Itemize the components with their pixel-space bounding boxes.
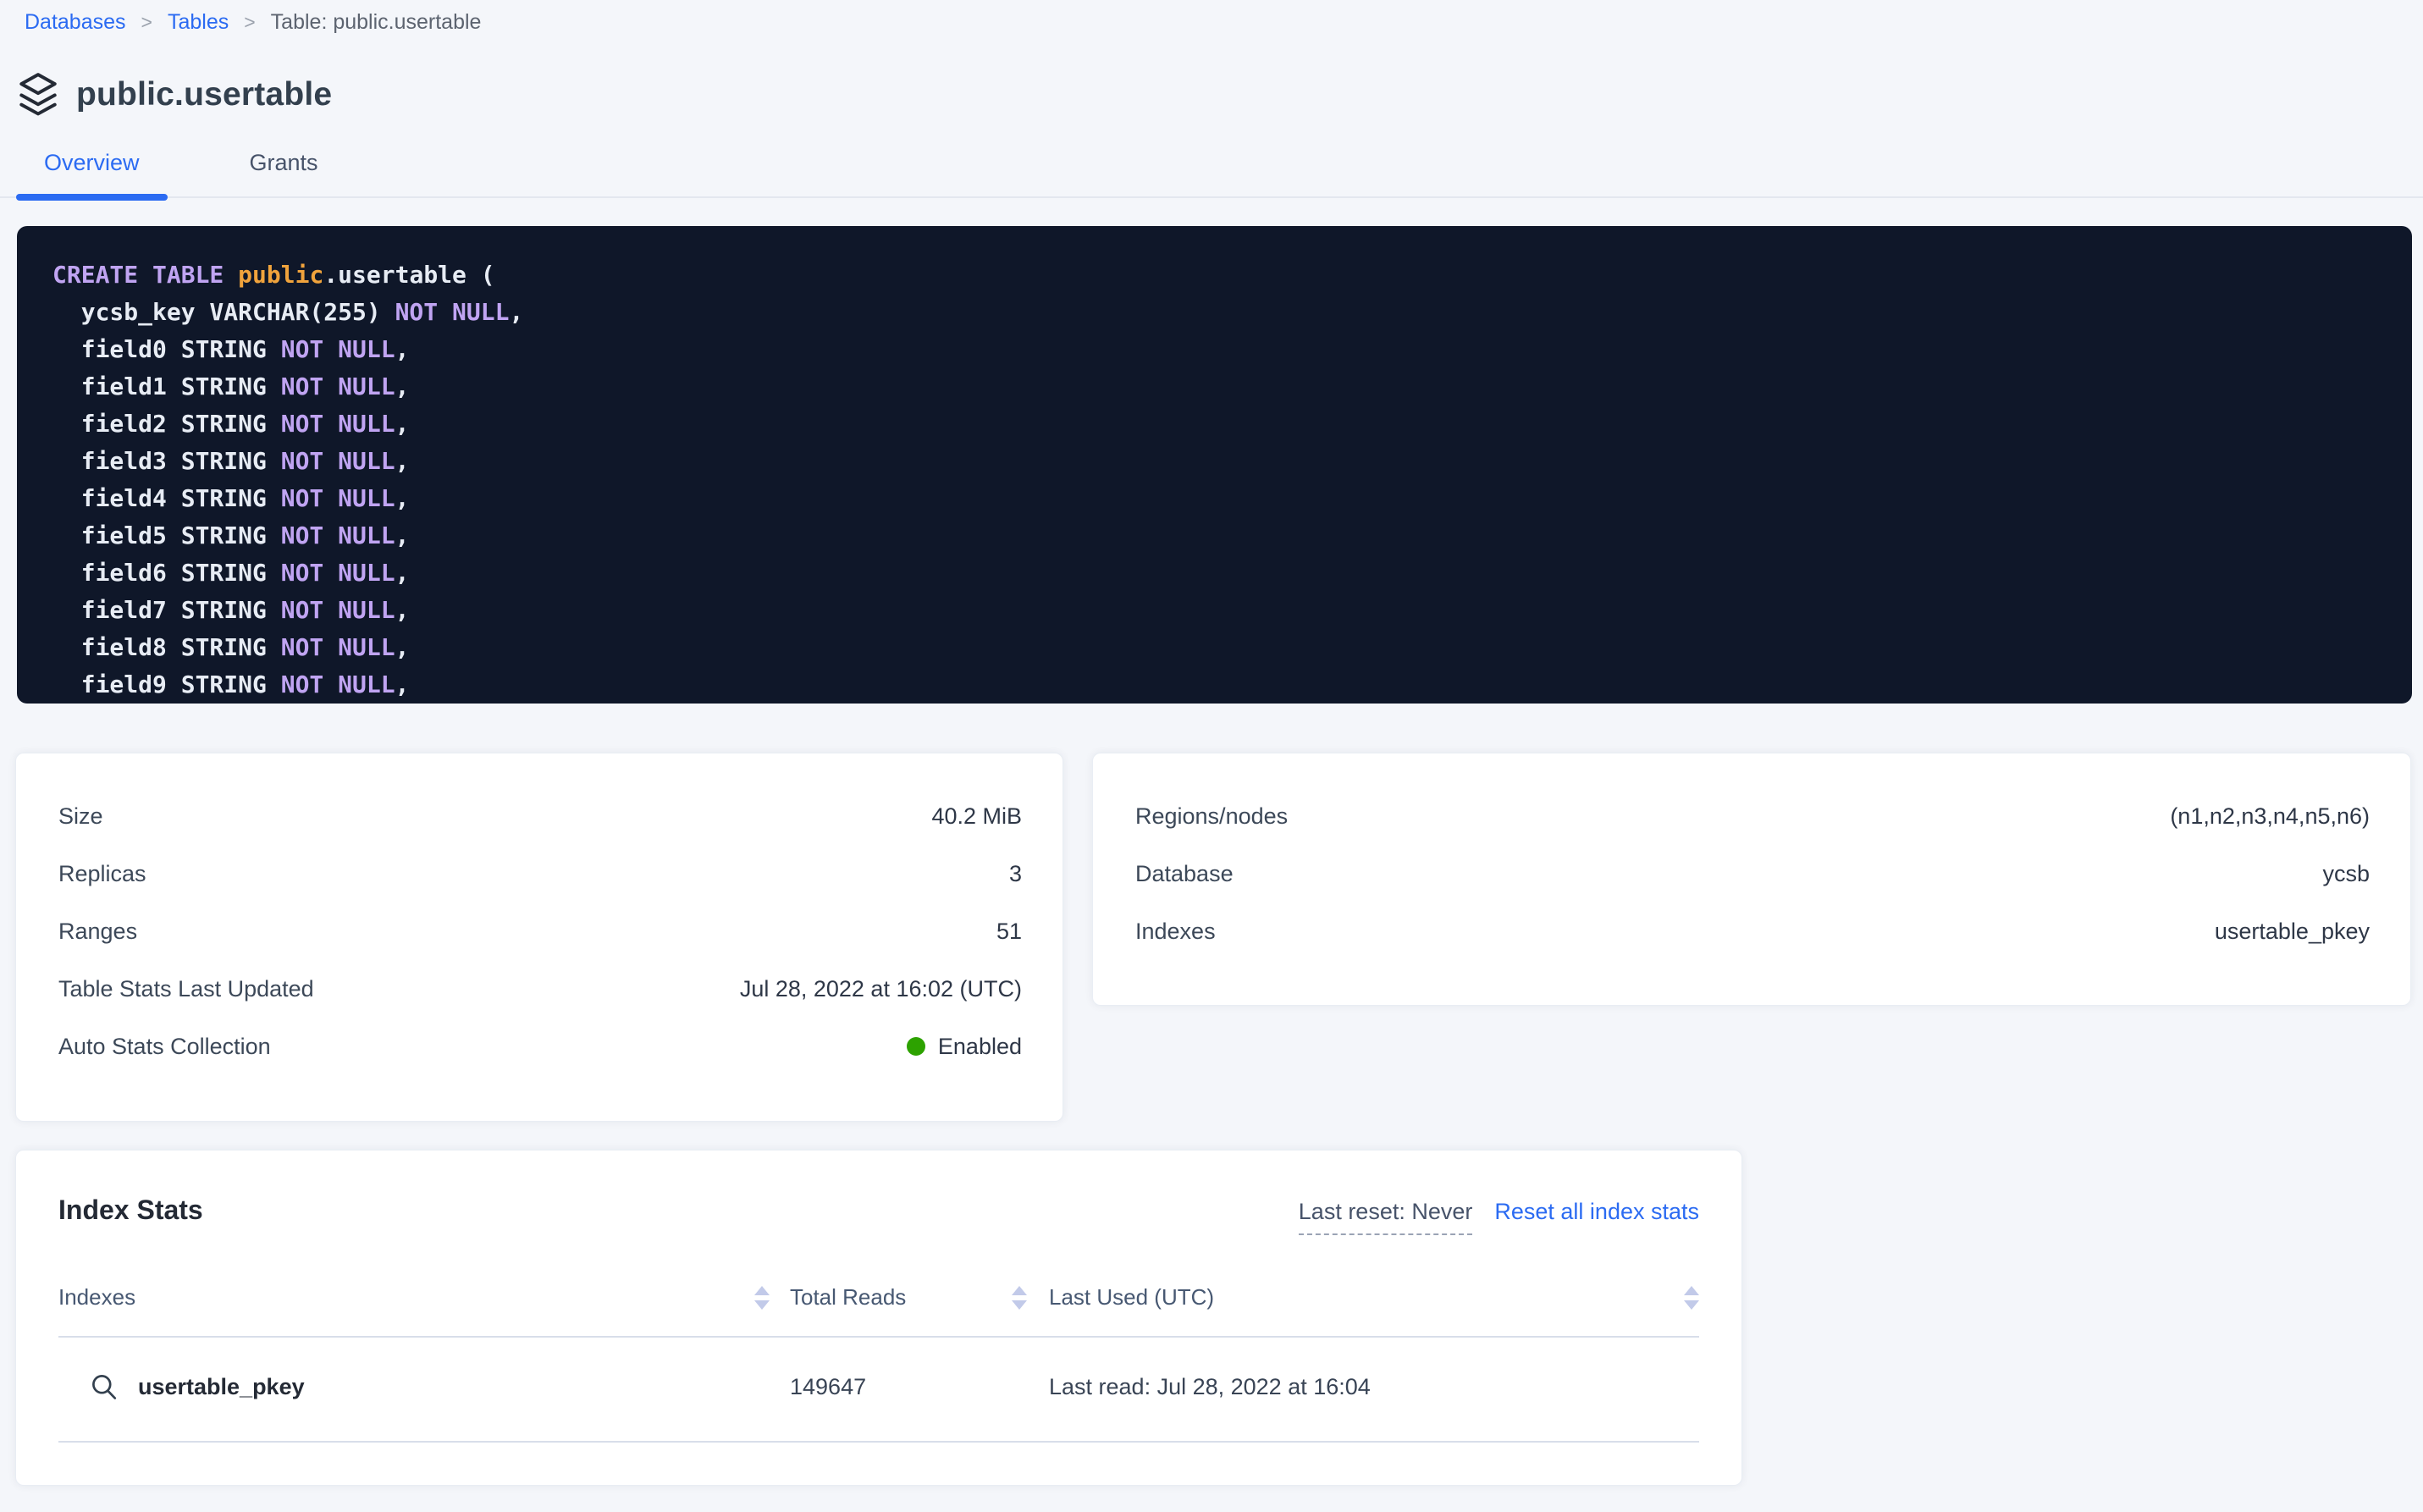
column-label: Total Reads [790,1284,907,1310]
stat-row-database: Database ycsb [1135,845,2370,902]
column-header-indexes[interactable]: Indexes [58,1284,770,1311]
table-summary-card: Size 40.2 MiB Replicas 3 Ranges 51 Table… [15,753,1063,1122]
reset-all-index-stats-link[interactable]: Reset all index stats [1494,1199,1699,1224]
stat-label: Indexes [1135,918,1216,944]
index-link[interactable]: usertable_pkey [58,1371,305,1402]
stat-value: ycsb [2322,860,2370,886]
sort-icon[interactable] [754,1285,770,1310]
tab-grants[interactable]: Grants [249,150,318,175]
column-label: Indexes [58,1284,136,1310]
last-reset-tooltip-trigger[interactable]: Last reset: Never [1298,1199,1473,1235]
index-name-cell: usertable_pkey [58,1371,770,1402]
breadcrumb: Databases Tables Table: public.usertable [0,0,2423,35]
stack-icon [19,73,57,116]
stat-value: Enabled [906,1033,1022,1060]
stat-row-replicas: Replicas 3 [58,845,1022,902]
sort-icon[interactable] [1684,1285,1699,1310]
create-table-sql-box[interactable]: CREATE TABLE public.usertable ( ycsb_key… [17,226,2412,704]
column-label: Last Used (UTC) [1049,1284,1215,1310]
sql-code: CREATE TABLE public.usertable ( ycsb_key… [52,261,524,698]
stat-row-stats-updated: Table Stats Last Updated Jul 28, 2022 at… [58,960,1022,1018]
column-header-total-reads[interactable]: Total Reads [790,1284,1027,1311]
column-header-last-used[interactable]: Last Used (UTC) [1049,1284,1699,1311]
index-stats-title: Index Stats [58,1195,203,1225]
index-stats-card: Index Stats Last reset: Never Reset all … [15,1150,1742,1486]
index-table-row: usertable_pkey 149647 Last read: Jul 28,… [58,1338,1699,1443]
status-text: Enabled [937,1033,1022,1059]
stat-value: 40.2 MiB [931,803,1022,829]
stat-value: usertable_pkey [2214,918,2370,944]
total-reads-value: 149647 [790,1373,867,1399]
page-header: public.usertable [17,72,2423,118]
stat-row-size: Size 40.2 MiB [58,787,1022,845]
chevron-right-icon [244,11,255,34]
last-used-cell: Last read: Jul 28, 2022 at 16:04 [1049,1374,1699,1400]
tab-overview[interactable]: Overview [16,150,168,201]
stat-label: Table Stats Last Updated [58,975,314,1002]
stat-label: Regions/nodes [1135,803,1289,829]
index-stats-actions: Last reset: Never Reset all index stats [1298,1199,1699,1235]
tab-bar: Overview Grants [0,150,2423,201]
index-table-header: Indexes Total Reads Last Used (UTC) [58,1284,1699,1338]
status-enabled-dot [906,1037,925,1056]
breadcrumb-link-tables[interactable]: Tables [167,10,229,34]
detail-cards: Size 40.2 MiB Replicas 3 Ranges 51 Table… [15,753,2411,1122]
stat-row-auto-stats: Auto Stats Collection Enabled [58,1018,1022,1075]
stat-row-indexes: Indexes usertable_pkey [1135,902,2370,960]
breadcrumb-current: Table: public.usertable [270,10,482,34]
stat-value: 51 [996,918,1022,944]
sort-icon[interactable] [1012,1285,1027,1310]
total-reads-cell: 149647 [790,1374,1027,1400]
stat-label: Replicas [58,860,146,886]
stat-row-regions: Regions/nodes (n1,n2,n3,n4,n5,n6) [1135,787,2370,845]
stat-label: Size [58,803,103,829]
stat-label: Ranges [58,918,138,944]
table-details-card: Regions/nodes (n1,n2,n3,n4,n5,n6) Databa… [1092,753,2411,1006]
last-used-value: Last read: Jul 28, 2022 at 16:04 [1049,1373,1371,1399]
page-title: public.usertable [76,76,333,113]
stat-value: Jul 28, 2022 at 16:02 (UTC) [739,975,1022,1002]
stat-value: 3 [1008,860,1022,886]
index-stats-header: Index Stats Last reset: Never Reset all … [58,1151,1699,1235]
chevron-right-icon [141,11,152,34]
stat-value: (n1,n2,n3,n4,n5,n6) [2170,803,2370,829]
stat-label: Auto Stats Collection [58,1033,271,1059]
magnifier-icon [92,1375,117,1399]
stat-label: Database [1135,860,1234,886]
breadcrumb-link-databases[interactable]: Databases [25,10,126,34]
stat-row-ranges: Ranges 51 [58,902,1022,960]
index-name: usertable_pkey [138,1373,305,1399]
